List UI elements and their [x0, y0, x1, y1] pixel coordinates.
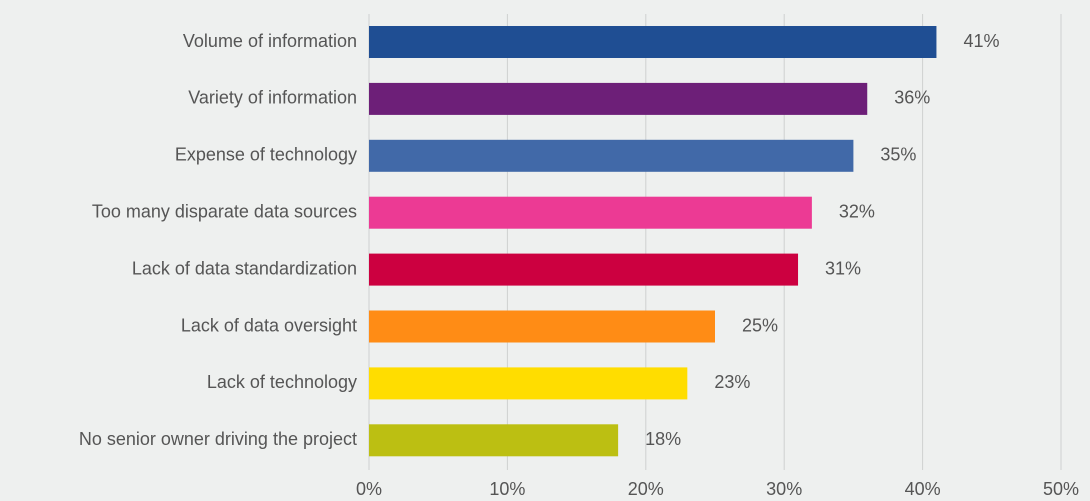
value-label: 36%: [894, 88, 930, 108]
category-label: Volume of information: [183, 31, 357, 51]
bar: [369, 253, 799, 286]
value-label: 35%: [880, 145, 916, 165]
bar: [369, 196, 812, 229]
x-tick-label: 0%: [356, 479, 382, 499]
category-label: Lack of technology: [207, 372, 357, 392]
bar: [369, 26, 937, 58]
category-label: Lack of data oversight: [181, 315, 357, 335]
bar: [369, 367, 688, 400]
value-label: 31%: [825, 258, 861, 278]
value-label: 41%: [963, 31, 999, 51]
bar: [369, 82, 868, 115]
category-label: No senior owner driving the project: [79, 429, 357, 449]
bar: [369, 139, 854, 172]
bar: [369, 310, 715, 343]
category-label: Lack of data standardization: [132, 258, 357, 278]
x-tick-label: 10%: [489, 479, 525, 499]
value-label: 18%: [645, 429, 681, 449]
value-label: 25%: [742, 315, 778, 335]
category-label: Too many disparate data sources: [92, 201, 357, 221]
x-tick-label: 20%: [628, 479, 664, 499]
x-tick-label: 50%: [1043, 479, 1079, 499]
x-tick-label: 40%: [905, 479, 941, 499]
bar: [369, 424, 619, 457]
category-label: Expense of technology: [175, 145, 357, 165]
category-label: Variety of information: [188, 88, 357, 108]
value-label: 23%: [714, 372, 750, 392]
x-tick-label: 30%: [766, 479, 802, 499]
value-label: 32%: [839, 201, 875, 221]
